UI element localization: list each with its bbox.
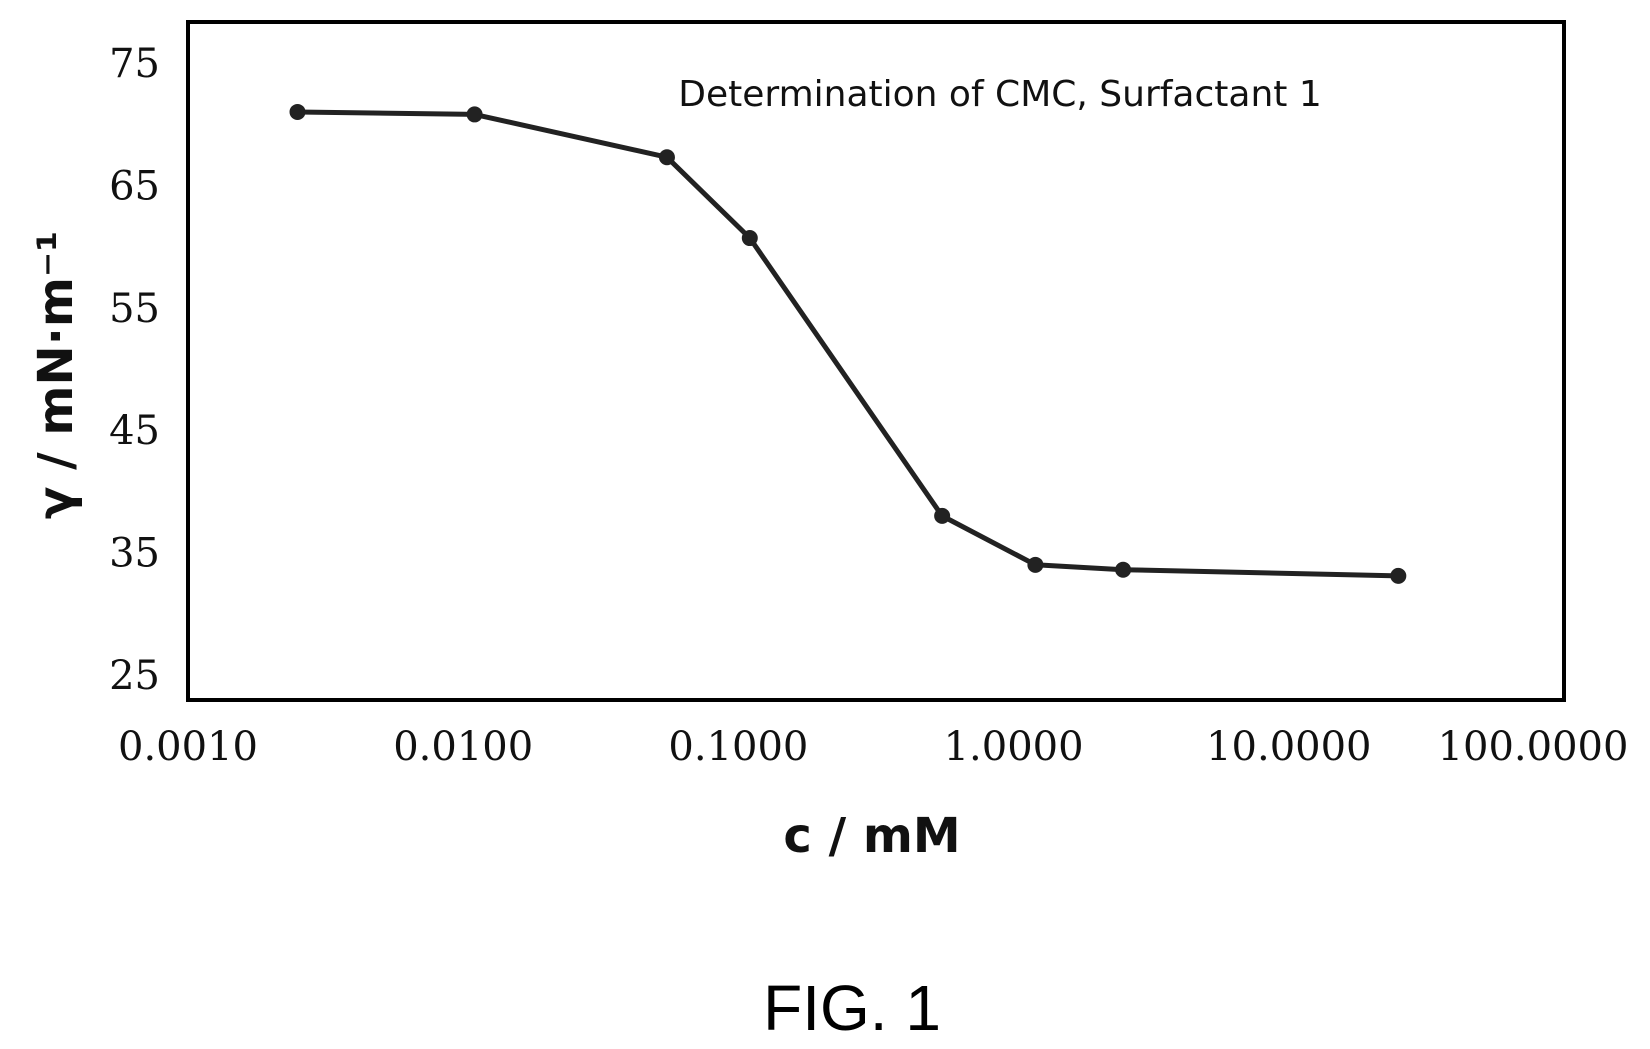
y-tick-label: 65 (109, 163, 160, 209)
y-tick-labels: 25 35 45 55 65 75 (109, 41, 160, 699)
x-tick-label: 1.0000 (944, 724, 1084, 770)
y-tick-label: 75 (109, 41, 160, 87)
data-point (1027, 556, 1044, 573)
plot-frame (186, 20, 1566, 702)
data-point (934, 507, 951, 524)
data-point (658, 149, 675, 166)
data-point (466, 106, 483, 123)
x-tick-label: 0.0100 (393, 724, 533, 770)
x-tick-label: 0.0010 (118, 724, 258, 770)
y-tick-label: 25 (109, 653, 160, 699)
data-point (741, 230, 758, 247)
x-tick-label: 100.0000 (1438, 724, 1629, 770)
data-point (289, 103, 306, 120)
figure-caption: FIG. 1 (763, 972, 941, 1044)
x-tick-label: 0.1000 (668, 724, 808, 770)
series-line (297, 109, 1399, 579)
data-point (1115, 561, 1132, 578)
y-tick-label: 55 (109, 286, 160, 332)
y-tick-label: 35 (109, 531, 160, 577)
x-tick-label: 10.0000 (1206, 724, 1371, 770)
x-axis-title: c / mM (783, 808, 960, 864)
data-point (1390, 567, 1407, 584)
y-axis-title: γ / mN·m⁻¹ (28, 231, 84, 519)
y-tick-label: 45 (109, 408, 160, 454)
chart-title: Determination of CMC, Surfactant 1 (678, 74, 1321, 115)
series-layer (289, 103, 1407, 584)
x-tick-labels: 0.0010 0.0100 0.1000 1.0000 10.0000 100.0000 (118, 724, 1628, 770)
